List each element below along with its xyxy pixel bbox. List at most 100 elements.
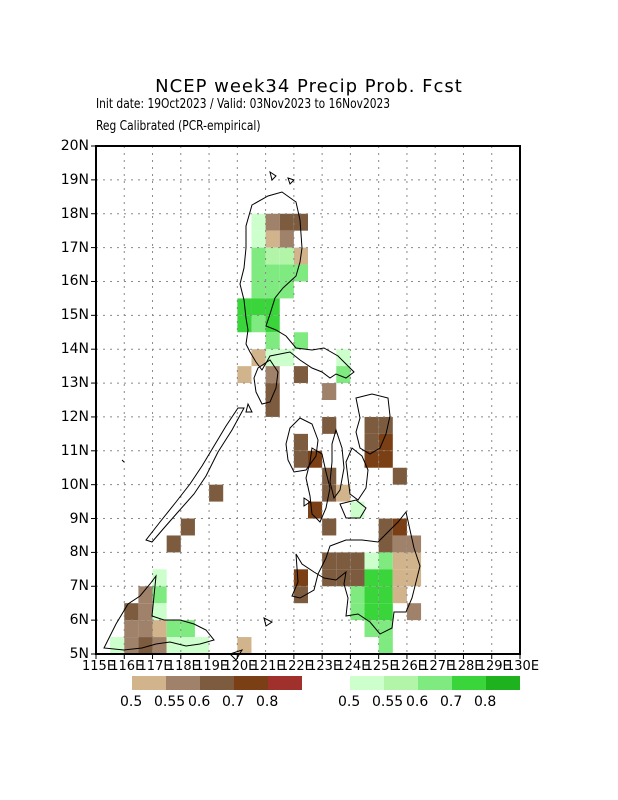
lon-tick-label: 129E bbox=[477, 659, 511, 674]
legend-dry-swatch bbox=[132, 676, 166, 690]
probability-cell bbox=[152, 569, 167, 587]
probability-cell bbox=[265, 332, 280, 350]
probability-cell bbox=[350, 552, 365, 570]
legend-dry-label: 0.5 bbox=[120, 694, 143, 710]
legend-wet-label: 0.7 bbox=[440, 694, 463, 710]
probability-cell bbox=[293, 264, 308, 282]
legend-dry-swatch bbox=[234, 676, 268, 690]
coastline bbox=[103, 170, 421, 661]
probability-cell bbox=[378, 552, 393, 570]
probability-cell bbox=[138, 620, 153, 638]
probability-cell bbox=[364, 433, 379, 451]
probability-cell bbox=[293, 586, 308, 604]
probability-cell bbox=[265, 281, 280, 299]
probability-cell bbox=[293, 450, 308, 468]
legend-dry-label: 0.7 bbox=[222, 694, 245, 710]
probability-cell bbox=[364, 416, 379, 434]
probability-cell bbox=[364, 586, 379, 604]
probability-cell bbox=[364, 569, 379, 587]
probability-cell bbox=[152, 586, 167, 604]
probability-cell bbox=[124, 637, 139, 654]
probability-cell bbox=[110, 637, 125, 654]
probability-cell bbox=[293, 433, 308, 451]
legend-wet-swatch bbox=[418, 676, 452, 690]
probability-cell bbox=[322, 552, 337, 570]
lat-tick-label: 9N bbox=[69, 510, 89, 527]
coast-cebu bbox=[329, 428, 345, 500]
probability-cell bbox=[350, 501, 365, 519]
probability-cell bbox=[237, 315, 252, 333]
probability-cell bbox=[322, 467, 337, 485]
legend-wet-label: 0.6 bbox=[406, 694, 429, 710]
probability-cell bbox=[350, 603, 365, 621]
lon-tick-label: 122E bbox=[279, 659, 313, 674]
coast-leyte bbox=[345, 447, 369, 501]
legend-wet-swatch bbox=[452, 676, 486, 690]
probability-cell bbox=[251, 281, 266, 299]
lon-tick-label: 118E bbox=[166, 659, 200, 674]
probability-cell bbox=[406, 552, 422, 570]
legend-dry-label: 0.6 bbox=[188, 694, 211, 710]
legend-wet-label: 0.55 bbox=[372, 694, 404, 710]
probability-cell bbox=[378, 433, 393, 451]
probability-cell bbox=[322, 569, 337, 587]
coast-mindanao bbox=[291, 510, 421, 635]
probability-cell bbox=[293, 213, 308, 231]
probability-cell bbox=[124, 603, 139, 621]
legend-wet-label: 0.5 bbox=[338, 694, 361, 710]
probability-cell bbox=[406, 603, 422, 621]
probability-cell bbox=[265, 213, 280, 231]
probability-cell bbox=[166, 535, 181, 553]
probability-cell bbox=[293, 366, 308, 384]
probability-cell bbox=[251, 213, 266, 231]
lon-tick-label: 116E bbox=[110, 659, 144, 674]
probability-cell bbox=[152, 603, 167, 621]
lat-tick-label: 19N bbox=[60, 171, 89, 188]
probability-cell bbox=[308, 501, 323, 519]
probability-cell bbox=[322, 518, 337, 536]
lon-tick-label: 130E bbox=[506, 659, 540, 674]
coast-luzon bbox=[239, 191, 355, 379]
probability-cell bbox=[251, 298, 266, 316]
probability-cell bbox=[336, 552, 351, 570]
probability-cell bbox=[180, 620, 195, 638]
probability-cell bbox=[392, 535, 407, 553]
lon-tick-label: 117E bbox=[138, 659, 172, 674]
legend-dry-swatch bbox=[200, 676, 234, 690]
probability-cell bbox=[152, 620, 167, 638]
lon-tick-label: 126E bbox=[392, 659, 426, 674]
probability-cell bbox=[392, 569, 407, 587]
probability-cell bbox=[265, 247, 280, 265]
probability-cell bbox=[279, 281, 294, 299]
probability-cell bbox=[378, 450, 393, 468]
probability-cell bbox=[279, 349, 294, 367]
probability-cell bbox=[336, 366, 351, 384]
probability-cell bbox=[378, 518, 393, 536]
legend bbox=[132, 676, 520, 690]
legend-dry-swatch bbox=[268, 676, 302, 690]
probability-cell bbox=[251, 230, 266, 248]
axis-ticks bbox=[91, 145, 521, 659]
grid-lines bbox=[96, 146, 520, 654]
probability-cell bbox=[378, 586, 393, 604]
probability-cell bbox=[265, 366, 280, 384]
lat-tick-label: 18N bbox=[60, 205, 89, 222]
legend-wet-label: 0.8 bbox=[474, 694, 497, 710]
coast-bohol bbox=[339, 499, 367, 519]
probability-cell bbox=[336, 349, 351, 367]
coast-palawan bbox=[145, 407, 245, 543]
probability-cell bbox=[265, 230, 280, 248]
probability-cell bbox=[336, 569, 351, 587]
probability-cell bbox=[364, 552, 379, 570]
lat-tick-label: 11N bbox=[60, 442, 89, 459]
legend-dry-label: 0.55 bbox=[154, 694, 186, 710]
legend-wet-swatch bbox=[350, 676, 384, 690]
probability-cell bbox=[124, 620, 139, 638]
probability-cell bbox=[180, 518, 195, 536]
method-subtitle: Reg Calibrated (PCR-empirical) bbox=[96, 119, 261, 134]
coast-islets bbox=[121, 170, 311, 661]
lon-tick-label: 125E bbox=[364, 659, 398, 674]
legend-wet-swatch bbox=[486, 676, 520, 690]
lat-tick-label: 10N bbox=[60, 476, 89, 493]
